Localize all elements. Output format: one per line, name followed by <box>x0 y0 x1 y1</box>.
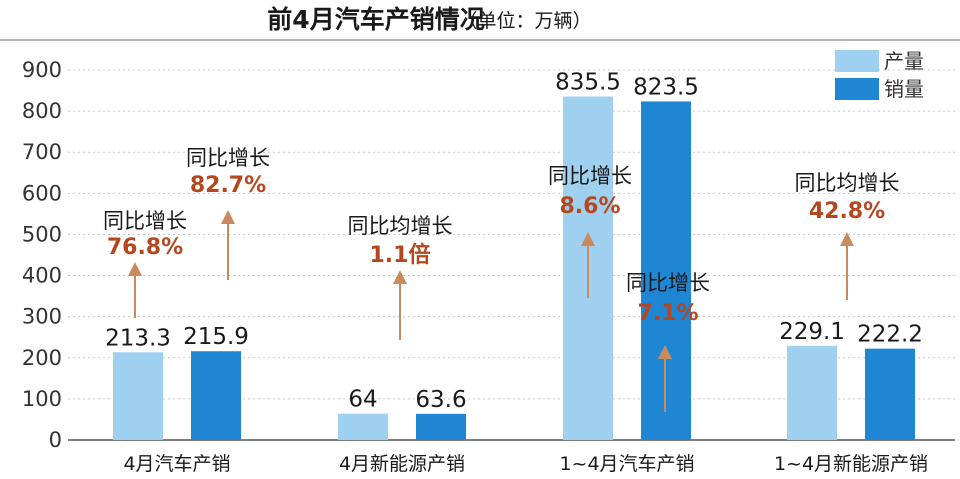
y-tick-label: 200 <box>22 346 62 370</box>
y-tick-label: 100 <box>22 387 62 411</box>
x-category-label: 4月新能源产销 <box>339 453 465 475</box>
y-tick-label: 300 <box>22 305 62 329</box>
legend-swatch-sales <box>835 78 879 100</box>
up-arrow-icon <box>658 345 672 359</box>
y-tick-label: 500 <box>22 222 62 246</box>
chart-subtitle: （单位：万辆） <box>458 10 591 32</box>
annotation-label: 同比增长 <box>548 164 632 188</box>
up-arrow-icon <box>128 262 142 276</box>
bar <box>865 348 915 440</box>
annotation-label: 同比均增长 <box>795 171 900 195</box>
up-arrow-icon <box>393 270 407 284</box>
y-tick-label: 0 <box>49 428 62 452</box>
x-category-label: 1~4月新能源产销 <box>774 453 928 475</box>
legend-label-production: 产量 <box>884 49 924 73</box>
annotation-label: 同比增长 <box>186 146 270 170</box>
bar <box>787 345 837 440</box>
annotation-value: 1.1倍 <box>370 242 431 268</box>
y-tick-label: 700 <box>22 140 62 164</box>
up-arrow-icon <box>221 210 235 224</box>
y-tick-label: 800 <box>22 99 62 123</box>
legend-swatch-production <box>835 50 879 72</box>
y-tick-label: 600 <box>22 181 62 205</box>
bar <box>113 352 163 440</box>
bar-value-label: 835.5 <box>555 70 621 96</box>
annotation-value: 7.1% <box>637 301 698 326</box>
annotation-label: 同比增长 <box>103 209 187 233</box>
annotation-value: 8.6% <box>559 194 620 219</box>
annotation-label: 同比均增长 <box>348 214 453 238</box>
bar-value-label: 222.2 <box>857 322 923 348</box>
bar-value-label: 213.3 <box>105 325 171 351</box>
bar <box>416 413 466 440</box>
bar <box>191 351 241 440</box>
x-category-label: 4月汽车产销 <box>123 453 230 475</box>
plot-area: 0 100 200 300 400 500 600 700 800 900 213.3 215.9 4月… <box>22 58 955 475</box>
bar-value-label: 63.6 <box>415 387 466 413</box>
annotation-value: 42.8% <box>809 199 885 224</box>
bar-value-label: 64 <box>348 387 377 413</box>
bar <box>338 413 388 440</box>
y-tick-label: 400 <box>22 264 62 288</box>
up-arrow-icon <box>840 232 854 246</box>
bar-value-label: 215.9 <box>183 324 249 350</box>
legend: 产量 销量 <box>835 49 924 101</box>
legend-label-sales: 销量 <box>884 77 924 101</box>
annotation-value: 76.8% <box>107 235 183 260</box>
x-category-label: 1~4月汽车产销 <box>559 453 694 475</box>
bar-value-label: 229.1 <box>779 319 845 345</box>
y-tick-label: 900 <box>22 58 62 82</box>
bar-value-label: 823.5 <box>633 74 699 100</box>
annotation-label: 同比增长 <box>626 271 710 295</box>
annotation-value: 82.7% <box>190 173 266 198</box>
up-arrow-icon <box>581 232 595 246</box>
chart-title: 前4月汽车产销情况 <box>267 5 484 34</box>
